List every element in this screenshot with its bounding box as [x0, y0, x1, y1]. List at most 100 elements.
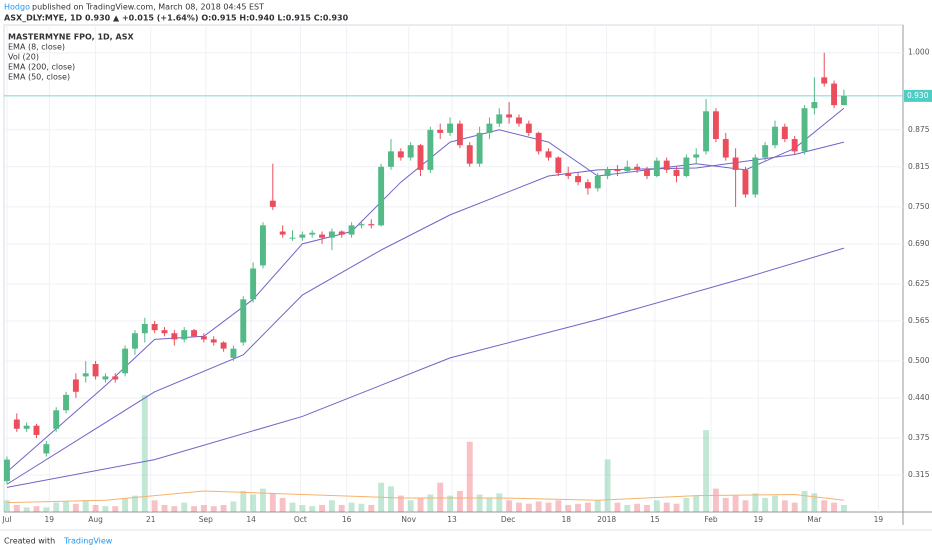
volume-bar [250, 494, 257, 512]
volume-ma [6, 490, 844, 504]
volume-bar [92, 504, 99, 512]
volume-bar [594, 500, 601, 512]
volume-bar [210, 506, 217, 512]
ema-line [6, 247, 845, 488]
candle-body [112, 376, 119, 380]
candle-body [466, 145, 473, 164]
x-tick-label: 19 [874, 515, 884, 524]
y-tick-label: 0.875 [908, 125, 930, 134]
last-price-badge [904, 89, 932, 102]
volume-bar [397, 495, 404, 512]
candle-body [604, 169, 611, 177]
candle-body [122, 348, 129, 374]
candle-body [722, 139, 729, 158]
volume-bar [63, 501, 69, 512]
candle-body [102, 376, 109, 380]
volume-bar [742, 500, 749, 512]
legend-entry: EMA (8, close) [8, 43, 65, 52]
volume-bar [368, 504, 375, 512]
volume-bar [821, 500, 828, 512]
volume-bar [466, 441, 473, 512]
candle-body [388, 151, 394, 167]
candle-body [161, 330, 168, 334]
author[interactable]: Hodgo [4, 3, 30, 12]
x-tick-label: 14 [246, 515, 256, 524]
x-tick-label: Aug [88, 515, 103, 524]
candle-body [506, 114, 513, 118]
last-price-label: 0.930 [907, 91, 929, 100]
candle-body [821, 77, 828, 84]
candle-body [368, 224, 375, 226]
volume-bar [260, 488, 266, 512]
volume-bar [358, 503, 365, 512]
candle-body [801, 108, 808, 152]
candle-body [210, 339, 217, 343]
volume-bar [634, 503, 641, 512]
candle-body [456, 123, 463, 146]
y-tick-label: 0.315 [908, 470, 930, 479]
candle-body [437, 129, 444, 133]
candle-body [496, 114, 503, 124]
volume-bar [200, 504, 207, 512]
candle-body [348, 225, 355, 235]
y-tick-label: 0.500 [908, 356, 930, 365]
candle-body [545, 151, 552, 158]
volume-bar [43, 507, 50, 512]
candle-body [575, 176, 582, 183]
volume-bar [132, 495, 138, 512]
grid [4, 25, 903, 512]
candle-body [299, 234, 306, 238]
candle-body [200, 336, 207, 340]
candle-body [309, 232, 316, 235]
volume-bar [151, 500, 158, 512]
candle-body [644, 169, 650, 177]
candle-body [831, 83, 838, 106]
volume-bar [33, 506, 40, 512]
candle-body [397, 151, 404, 158]
x-tick-label: 18 [561, 515, 571, 524]
ema-line [6, 141, 845, 485]
candle-body [269, 200, 276, 207]
volume-bar [703, 430, 710, 512]
volume-bar [624, 504, 631, 512]
candle-body [328, 231, 335, 238]
volume-bar [772, 495, 778, 512]
volume-bar [752, 493, 759, 512]
x-tick-label: 13 [447, 515, 457, 524]
candle-body [752, 157, 759, 195]
candle-body [447, 123, 454, 133]
volume-bar [762, 497, 769, 512]
volume-bar [348, 502, 355, 512]
y-tick-label: 0.625 [908, 279, 930, 288]
candle-body [260, 225, 266, 266]
x-tick-label: Feb [704, 515, 718, 524]
volume-bar [328, 500, 335, 512]
candle-body [279, 231, 286, 235]
candle-body [486, 123, 493, 133]
candle-body [525, 123, 532, 133]
candle-body [811, 102, 818, 109]
volume-bar [72, 503, 79, 512]
volume-bar [614, 502, 621, 512]
x-tick-label: 19 [753, 515, 763, 524]
candle-body [23, 425, 30, 429]
candle-body [634, 166, 641, 170]
x-tick-label: 19 [45, 515, 55, 524]
footer-brand[interactable]: TradingView [63, 537, 113, 546]
candle-body [72, 379, 79, 392]
volume-bar [181, 502, 188, 512]
volume-bar [122, 497, 129, 512]
x-tick-label: Dec [501, 515, 516, 524]
volume-bar [486, 497, 493, 512]
volume-bar [555, 500, 562, 512]
volume-bar [338, 504, 345, 512]
volume-bar [840, 504, 847, 512]
candle-body [584, 182, 591, 189]
candle-body [535, 132, 542, 152]
volume-bar [102, 506, 109, 512]
volume-bar [476, 494, 483, 512]
x-tick-label: 16 [342, 515, 352, 524]
volume-bar [673, 503, 680, 512]
volume-bar [565, 504, 572, 512]
legend-entry: MASTERMYNE FPO, 1D, ASX [8, 33, 134, 42]
